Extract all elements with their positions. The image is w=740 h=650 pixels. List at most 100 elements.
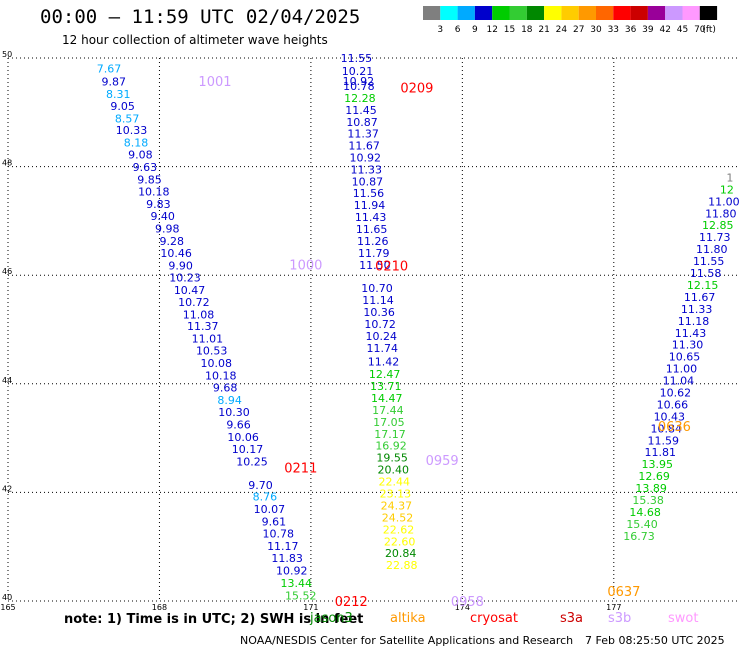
wave-height-label: 1 [726,171,733,184]
wave-height-label: 10.17 [232,443,264,456]
wave-height-label: 11.79 [358,247,390,260]
wave-height-label: 8.76 [253,491,278,504]
wave-height-label: 10.70 [361,282,393,295]
wave-height-label: 11.17 [267,540,299,553]
wave-height-label: 19.55 [376,452,408,465]
wave-height-label: 10.66 [657,398,689,411]
wave-height-label: 10.92 [343,75,375,88]
wave-height-label: 17.17 [374,428,406,441]
wave-height-label: 20.40 [377,464,409,477]
colorbar-swatch [682,6,700,20]
page-subtitle: 12 hour collection of altimeter wave hei… [62,33,328,47]
wave-height-label: 10.36 [363,306,395,319]
wave-height-label: 8.57 [115,112,140,125]
pass-time-label: 0636 [658,420,691,435]
legend-item-jason3: jason3 [310,611,353,626]
wave-height-label: 11.55 [341,52,373,65]
colorbar-tick-label: 24 [556,25,568,35]
colorbar-swatch [526,6,545,20]
colorbar-swatch [613,6,631,20]
wave-height-label: 10.84 [651,422,683,435]
wave-height-label: 10.24 [365,330,397,343]
wave-height-label: 11.14 [362,294,394,307]
wave-height-label: 9.98 [155,223,180,236]
wave-height-label: 10.21 [342,65,374,78]
wave-height-label: 11.43 [355,211,387,224]
wave-height-label: 7.67 [97,62,122,75]
wave-height-label: 22.88 [386,559,418,572]
wave-height-label: 22.62 [383,523,415,536]
colorbar-swatch [596,6,614,20]
colorbar-swatch [630,6,648,20]
wave-height-label: 11.67 [684,291,716,304]
wave-height-label: 9.66 [226,419,251,432]
x-tick-label: 171 [303,603,318,612]
wave-height-label: 9.61 [262,516,287,529]
wave-height-label: 10.78 [263,528,295,541]
wave-height-label: 11.80 [705,207,737,220]
wave-height-label: 11.00 [666,363,698,376]
wave-height-label: 12.69 [638,470,670,483]
wave-height-label: 11.18 [678,315,710,328]
colorbar-swatch [474,6,493,20]
wave-height-label: 13.44 [281,577,313,590]
wave-height-label: 10.65 [669,351,701,364]
y-tick-label: 50 [2,50,12,59]
wave-height-label: 12.47 [369,368,401,381]
footnote: note: 1) Time is in UTC; 2) SWH is in fe… [64,612,364,627]
wave-height-label: 24.52 [382,511,414,524]
wave-height-label: 11.45 [345,104,377,117]
colorbar-tick-label: 12 [486,25,497,35]
wave-height-label: 13.89 [635,482,667,495]
colorbar-tick-label: 15 [504,25,515,35]
color-scale-bar: 3 6 9 12 15 18 21 24 27 30 33 36 39 42 45 70(ft) [423,6,718,35]
wave-height-label: 15.52 [285,590,317,603]
colorbar-tick-label: 30 [590,25,602,35]
colorbar-tick-label: 18 [521,25,533,35]
wave-height-label: 9.90 [168,259,193,272]
wave-height-label: 10.43 [654,410,686,423]
colorbar-tick-label: 36 [625,25,637,35]
colorbar-swatch [561,6,579,20]
wave-height-label: 10.53 [196,345,228,358]
wave-height-label: 8.94 [217,394,242,407]
wave-height-label: 11.00 [708,195,740,208]
y-tick-label: 44 [2,376,12,385]
pass-time-label: 0958 [451,595,484,610]
colorbar-tick-label: 45 [677,25,688,35]
colorbar-swatch [423,6,441,20]
colorbar-tick-label: 39 [642,25,654,35]
pass-time-label: 0210 [375,259,408,274]
colorbar-swatch [578,6,596,20]
wave-height-label: 11.33 [351,163,383,176]
wave-height-label: 14.47 [371,392,403,405]
wave-height-label: 11.42 [368,356,400,369]
wave-height-label: 9.40 [150,210,175,223]
pass-time-label: 1001 [198,75,231,90]
wave-height-label: 10.46 [160,247,192,260]
pass-time-label: 1000 [289,258,322,273]
wave-height-label: 10.33 [116,124,148,137]
x-tick-label: 174 [455,603,470,612]
wave-height-label: 11.43 [675,327,707,340]
wave-height-label: 10.78 [343,80,375,93]
y-tick-label: 46 [2,267,12,276]
colorbar-swatch [665,6,683,20]
legend-item-altika: altika [390,611,426,626]
legend-item-cryosat: cryosat [470,611,518,626]
wave-height-label: 9.68 [213,382,238,395]
wave-height-label: 20.84 [385,547,417,560]
wave-height-label: 12.15 [687,279,719,292]
colorbar-swatch [440,6,458,20]
wave-height-label: 9.08 [128,149,153,162]
wave-height-label: 10.87 [346,116,378,129]
pass-time-label: 0637 [607,585,640,600]
wave-height-label: 10.23 [169,271,201,284]
wave-height-label: 10.87 [352,175,384,188]
wave-height-label: 10.62 [660,386,692,399]
wave-height-label: 12 [720,183,734,196]
wave-height-label: 11.37 [187,320,219,333]
colorbar-tick-label: 9 [472,25,478,35]
wave-height-label: 16.73 [623,530,655,543]
